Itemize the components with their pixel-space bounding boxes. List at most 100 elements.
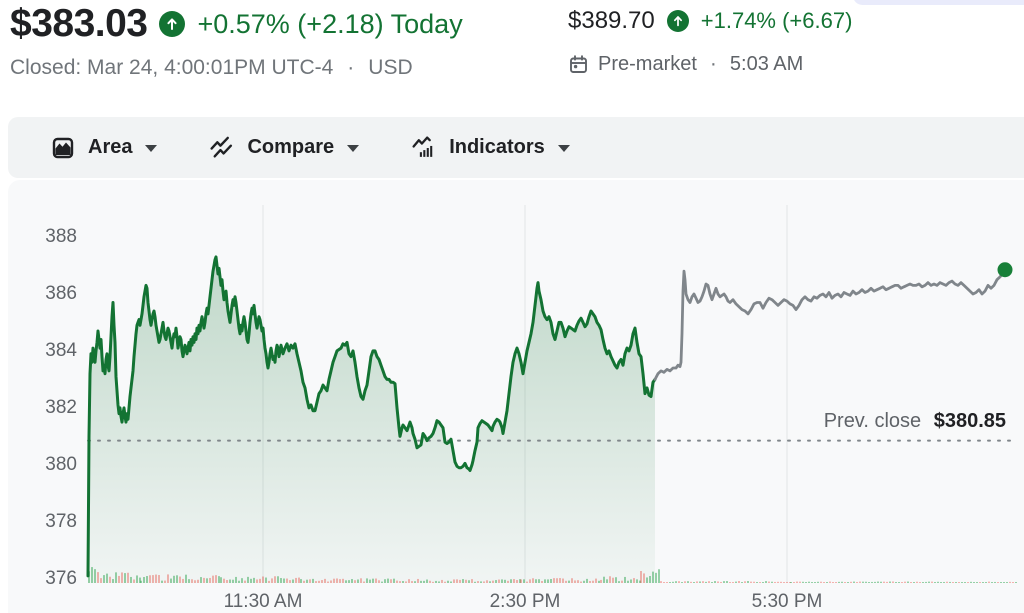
premarket-price: $389.70 (568, 7, 655, 34)
volume-bar (919, 582, 921, 583)
volume-bar (955, 582, 957, 583)
volume-bar (907, 581, 909, 583)
calendar-icon (568, 54, 589, 75)
volume-bar (949, 581, 951, 583)
prev-close-annotation: Prev. close $380.85 (824, 410, 1006, 433)
volume-bar (699, 581, 701, 583)
volume-bar (913, 582, 915, 583)
volume-bar (886, 581, 888, 583)
volume-bar (883, 581, 885, 583)
volume-bar (997, 582, 999, 583)
volume-bar (675, 581, 677, 583)
volume-bar (720, 581, 722, 583)
volume-bar (790, 582, 792, 583)
volume-bar (796, 581, 798, 583)
volume-bar (874, 581, 876, 583)
volume-bar (805, 582, 807, 583)
volume-bar (856, 581, 858, 583)
volume-bar (973, 582, 975, 583)
volume-bar (744, 581, 746, 583)
quote-header-premarket: $389.70 +1.74% (+6.67) Pre-market · (568, 4, 852, 76)
volume-bar (750, 581, 752, 583)
volume-bar (708, 581, 710, 583)
x-tick-label: 5:30 PM (751, 591, 823, 612)
volume-bar (771, 581, 773, 583)
volume-bar (832, 582, 834, 583)
chart-toolbar: Area Compare (8, 117, 1024, 178)
volume-bar (925, 581, 927, 583)
volume-bar (961, 582, 963, 583)
volume-bar (1000, 582, 1002, 583)
volume-bar (823, 582, 825, 583)
compare-dropdown[interactable]: Compare (205, 129, 363, 166)
volume-bar (937, 581, 939, 583)
volume-bar (868, 582, 870, 583)
volume-bar (681, 581, 683, 583)
volume-bar (690, 581, 692, 583)
volume-bar (660, 581, 662, 583)
volume-bar (940, 582, 942, 583)
price-line-regular (86, 255, 657, 578)
volume-bar (655, 572, 657, 583)
volume-bar (765, 581, 767, 583)
compare-lines-icon (209, 135, 234, 160)
current-price: $383.03 (10, 2, 148, 45)
volume-bar (726, 581, 728, 583)
volume-bar (985, 582, 987, 583)
volume-bar (693, 582, 695, 583)
volume-bar (672, 581, 674, 583)
volume-bar (916, 581, 918, 583)
volume-bar (814, 582, 816, 583)
volume-bar (780, 581, 782, 583)
x-tick-label: 11:30 AM (223, 591, 303, 612)
volume-bar (967, 582, 969, 583)
market-status-row: Closed: Mar 24, 4:00:01PM UTC-4 · USD (10, 56, 463, 80)
volume-bar (768, 581, 770, 583)
volume-bar (717, 581, 719, 583)
chevron-down-icon (145, 145, 158, 152)
volume-bar (711, 582, 713, 583)
area-chart-icon (51, 136, 75, 160)
cropped-button-fragment[interactable] (853, 0, 1024, 5)
volume-bar (898, 582, 900, 583)
chevron-down-icon (347, 145, 360, 152)
volume-bar (844, 582, 846, 583)
volume-bar (687, 581, 689, 583)
volume-bar (838, 581, 840, 583)
chart-type-label: Area (88, 136, 133, 158)
change-suffix: Today (390, 8, 463, 39)
volume-bar (1012, 582, 1014, 583)
volume-bar (762, 582, 764, 583)
volume-bar (702, 581, 704, 583)
volume-bar (786, 581, 788, 583)
y-tick-label: 380 (45, 453, 77, 475)
volume-bar (723, 581, 725, 583)
indicators-dropdown[interactable]: Indicators (407, 129, 574, 166)
separator-dot: · (709, 52, 717, 75)
volume-bar (829, 581, 831, 583)
arrow-up-circle-icon (666, 10, 689, 32)
volume-bar (1003, 582, 1005, 583)
area-fill (88, 256, 655, 583)
volume-bar (666, 582, 668, 583)
volume-bar (979, 582, 981, 583)
volume-bar (934, 582, 936, 583)
chart-type-dropdown[interactable]: Area (47, 130, 161, 166)
premarket-status-row: Pre-market · 5:03 AM (568, 52, 852, 76)
volume-bar (826, 582, 828, 583)
price-change-today: +0.57% (+2.18) Today (197, 8, 463, 39)
volume-bar (808, 581, 810, 583)
volume-bar (735, 581, 737, 583)
y-tick-label: 382 (45, 396, 77, 418)
volume-bar (684, 581, 686, 583)
volume-bar (817, 581, 819, 583)
volume-bar (696, 581, 698, 583)
volume-bar (850, 581, 852, 583)
indicators-icon (411, 135, 436, 160)
volume-bar (895, 582, 897, 583)
volume-bar (756, 582, 758, 583)
volume-bar (865, 581, 867, 583)
volume-bar (922, 582, 924, 583)
volume-bar (871, 581, 873, 583)
